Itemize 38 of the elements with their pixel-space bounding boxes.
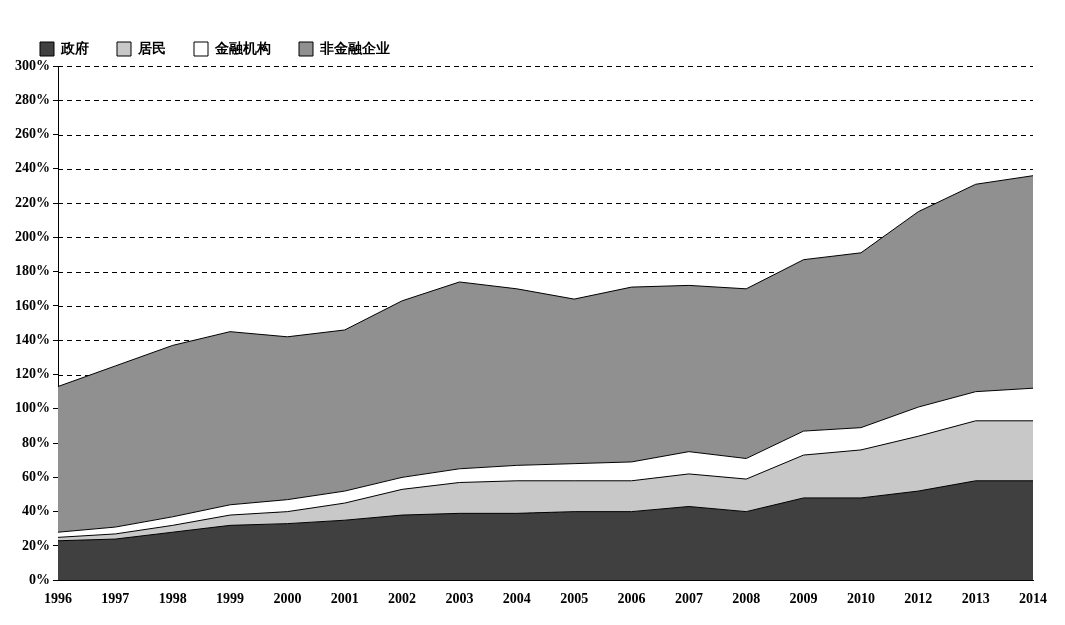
y-tick-label: 240%	[15, 160, 50, 176]
y-tick-label: 0%	[29, 571, 50, 587]
x-tick-label: 2005	[560, 591, 589, 607]
y-tick-label: 100%	[15, 400, 50, 416]
x-tick-label: 2006	[617, 591, 646, 607]
x-tick-label: 1996	[44, 591, 72, 607]
y-tick-label: 260%	[15, 126, 50, 142]
y-tick-label: 140%	[15, 331, 50, 347]
legend-label: 金融机构	[214, 40, 271, 56]
y-tick-label: 120%	[15, 366, 50, 382]
x-tick-label: 1998	[158, 591, 187, 607]
y-tick-label: 180%	[15, 263, 50, 279]
x-tick-label: 2004	[502, 591, 531, 607]
x-tick-label: 2007	[674, 591, 703, 607]
x-tick-label: 2010	[846, 591, 875, 607]
y-tick-label: 220%	[15, 194, 50, 210]
x-tick-label: 2000	[273, 591, 302, 607]
x-tick-label: 2013	[961, 591, 990, 607]
x-tick-label: 2014	[1019, 591, 1047, 607]
y-tick-label: 60%	[22, 468, 50, 484]
y-tick-label: 300%	[15, 57, 50, 73]
x-tick-label: 1999	[216, 591, 245, 607]
x-tick-label: 1997	[101, 591, 130, 607]
y-tick-label: 20%	[22, 537, 50, 553]
legend-label: 非金融企业	[319, 40, 390, 56]
y-tick-label: 80%	[22, 434, 50, 450]
y-tick-label: 280%	[15, 91, 50, 107]
legend-label: 政府	[60, 39, 89, 56]
y-tick-label: 40%	[22, 503, 50, 519]
x-tick-label: 2008	[732, 591, 761, 607]
x-tick-label: 2002	[388, 591, 417, 607]
x-tick-label: 2009	[789, 591, 818, 607]
x-tick-label: 2003	[445, 591, 474, 607]
x-tick-label: 2012	[904, 591, 933, 607]
legend-label: 居民	[137, 40, 166, 56]
y-tick-label: 160%	[15, 297, 50, 313]
x-tick-label: 2001	[330, 591, 359, 607]
y-tick-label: 200%	[15, 229, 50, 245]
